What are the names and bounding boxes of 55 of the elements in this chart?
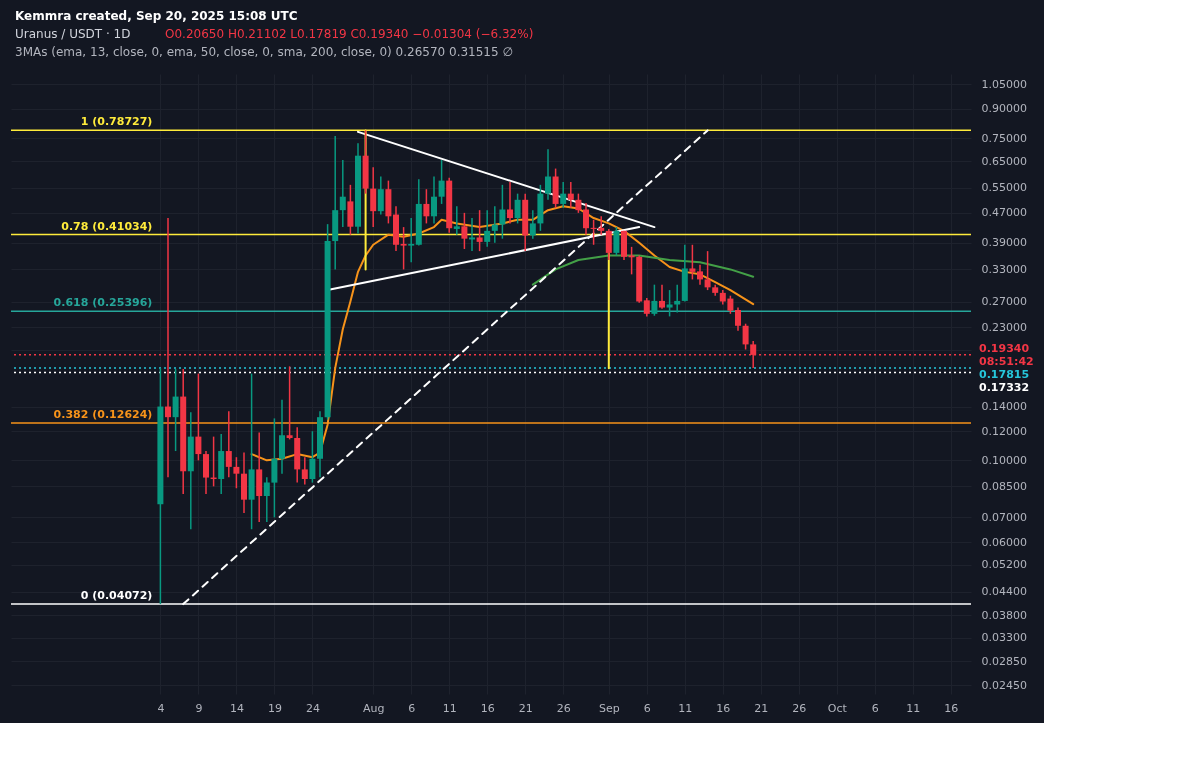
x-tick-label: 11 bbox=[678, 701, 693, 715]
x-tick-label: Sep bbox=[598, 701, 620, 715]
y-tick-label: 0.39000 bbox=[981, 236, 1027, 250]
ref-line-label: 0.78 (0.41034) bbox=[61, 219, 153, 233]
x-tick-label: 24 bbox=[305, 701, 320, 715]
y-tick-label: 0.90000 bbox=[981, 102, 1027, 116]
ref-line-label: 0 (0.04072) bbox=[80, 589, 153, 603]
chart-title: Uranus / USDT · 1D bbox=[15, 27, 131, 41]
x-tick-label: 16 bbox=[480, 701, 495, 715]
ref-line-label: 0.19340 08:51:42 bbox=[979, 341, 1034, 368]
y-tick-label: 0.04400 bbox=[981, 585, 1027, 599]
y-tick-label: 0.14000 bbox=[981, 400, 1027, 414]
y-tick-label: 0.65000 bbox=[981, 154, 1027, 168]
y-tick-label: 0.75000 bbox=[981, 131, 1027, 145]
y-tick-label: 0.10000 bbox=[981, 453, 1027, 467]
x-tick-label: 16 bbox=[944, 701, 959, 715]
x-tick-label: 9 bbox=[195, 701, 203, 715]
y-tick-label: 0.06000 bbox=[981, 535, 1027, 549]
y-tick-label: 0.03300 bbox=[981, 631, 1027, 645]
y-tick-label: 0.23000 bbox=[981, 320, 1027, 334]
chart-subtitle: O0.20650 H0.21102 L0.17819 C0.19340 −0.01304 (−6.32%) bbox=[165, 27, 534, 41]
y-tick-label: 0.47000 bbox=[981, 206, 1027, 220]
y-tick-label: 1.05000 bbox=[981, 77, 1027, 91]
text: 3MAs (ema, 13, close, 0, ema, 50, close, 0, sma, 200, close, 0) 0.26570 0.31515 ∅ bbox=[15, 45, 513, 59]
x-tick-label: 6 bbox=[643, 701, 651, 715]
y-tick-label: 0.12000 bbox=[981, 424, 1027, 438]
x-tick-label: 21 bbox=[754, 701, 769, 715]
y-tick-label: 0.02450 bbox=[981, 678, 1027, 692]
ref-line-label: 0.382 (0.12624) bbox=[53, 408, 153, 422]
y-tick-label: 0.07000 bbox=[981, 510, 1027, 524]
x-tick-label: 26 bbox=[792, 701, 807, 715]
ref-line-label: 0.17332 bbox=[979, 380, 1030, 394]
x-tick-label: Oct bbox=[827, 701, 848, 715]
y-tick-label: 0.02850 bbox=[981, 654, 1027, 668]
x-tick-label: 26 bbox=[556, 701, 571, 715]
x-tick-label: 11 bbox=[906, 701, 921, 715]
x-tick-label: 11 bbox=[442, 701, 457, 715]
x-tick-label: 21 bbox=[518, 701, 533, 715]
y-tick-label: 0.27000 bbox=[981, 295, 1027, 309]
y-tick-label: 0.03800 bbox=[981, 608, 1027, 622]
ref-line-label: 1 (0.78727) bbox=[80, 115, 153, 129]
ref-line-label: 0.618 (0.25396) bbox=[53, 296, 153, 310]
x-tick-label: 4 bbox=[157, 701, 165, 715]
y-tick-label: 0.33000 bbox=[981, 262, 1027, 276]
text: Kemmra created, Sep 20, 2025 15:08 UTC bbox=[15, 9, 298, 23]
x-tick-label: 14 bbox=[229, 701, 244, 715]
x-tick-label: 6 bbox=[408, 701, 416, 715]
x-tick-label: 16 bbox=[716, 701, 731, 715]
x-tick-label: Aug bbox=[362, 701, 385, 715]
x-tick-label: 19 bbox=[267, 701, 282, 715]
y-tick-label: 0.08500 bbox=[981, 479, 1027, 493]
y-tick-label: 0.55000 bbox=[981, 181, 1027, 195]
x-tick-label: 6 bbox=[871, 701, 879, 715]
y-tick-label: 0.05200 bbox=[981, 558, 1027, 572]
ref-line-label: 0.17815 bbox=[979, 367, 1030, 381]
